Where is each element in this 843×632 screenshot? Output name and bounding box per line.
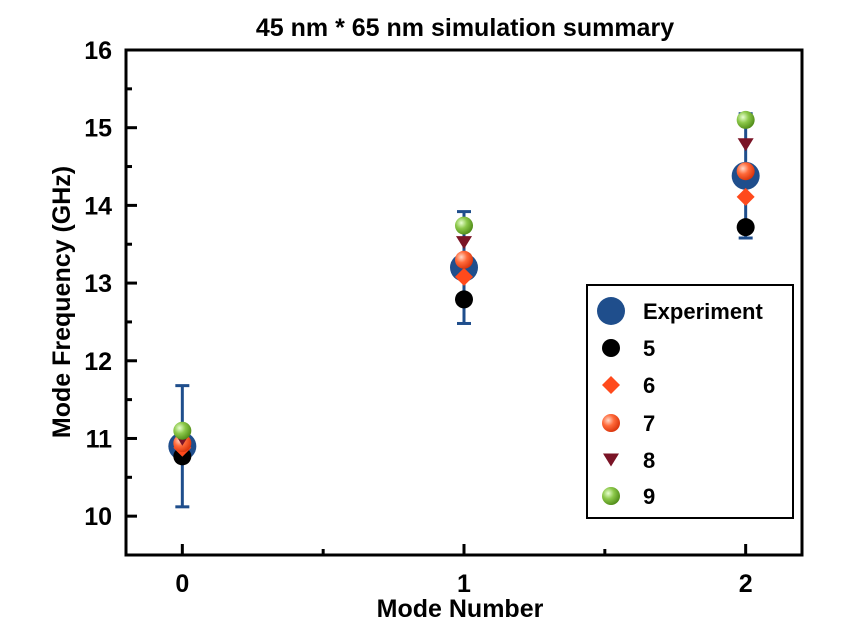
x-tick-label: 0	[175, 570, 189, 598]
data-point-9	[173, 421, 192, 440]
legend-marker-8	[603, 453, 619, 467]
data-point-6	[455, 267, 473, 286]
chart-title: 45 nm * 65 nm simulation summary	[256, 14, 674, 42]
y-tick-label: 13	[84, 270, 112, 298]
y-tick-label: 15	[84, 115, 112, 143]
data-point-5	[455, 290, 473, 309]
y-tick-label: 16	[84, 37, 112, 65]
legend-label-9: 9	[643, 484, 655, 509]
legend-label-8: 8	[643, 448, 655, 473]
legend-marker-7	[602, 414, 620, 432]
legend-marker-6	[602, 376, 620, 394]
plot-frame	[124, 48, 804, 557]
y-tick-label: 10	[84, 503, 112, 531]
y-tick-label: 12	[84, 348, 112, 376]
y-tick-label: 14	[84, 192, 112, 220]
legend: Experiment 5 6 7 8 9	[586, 284, 794, 519]
legend-label-5: 5	[643, 336, 655, 361]
data-point-5	[736, 218, 755, 237]
x-tick-label: 1	[457, 570, 471, 598]
data-point-8	[456, 236, 472, 250]
x-tick-label: 2	[739, 570, 753, 598]
data-point-7	[736, 162, 755, 181]
data-points	[168, 110, 760, 466]
legend-marker-experiment	[597, 297, 625, 325]
data-point-9	[455, 216, 473, 235]
legend-label-6: 6	[643, 373, 655, 398]
legend-label-experiment: Experiment	[643, 299, 763, 324]
data-point-6	[736, 187, 755, 206]
y-axis-label: Mode Frequency (GHz)	[48, 166, 76, 438]
x-axis-label: Mode Number	[377, 595, 544, 623]
data-point-9	[736, 110, 755, 129]
y-tick-label: 11	[86, 425, 113, 453]
legend-box	[586, 284, 794, 519]
data-point-7	[455, 250, 473, 269]
legend-marker-9	[602, 487, 620, 505]
data-point-8	[737, 138, 754, 152]
legend-marker-5	[602, 339, 620, 357]
legend-label-7: 7	[643, 411, 655, 436]
